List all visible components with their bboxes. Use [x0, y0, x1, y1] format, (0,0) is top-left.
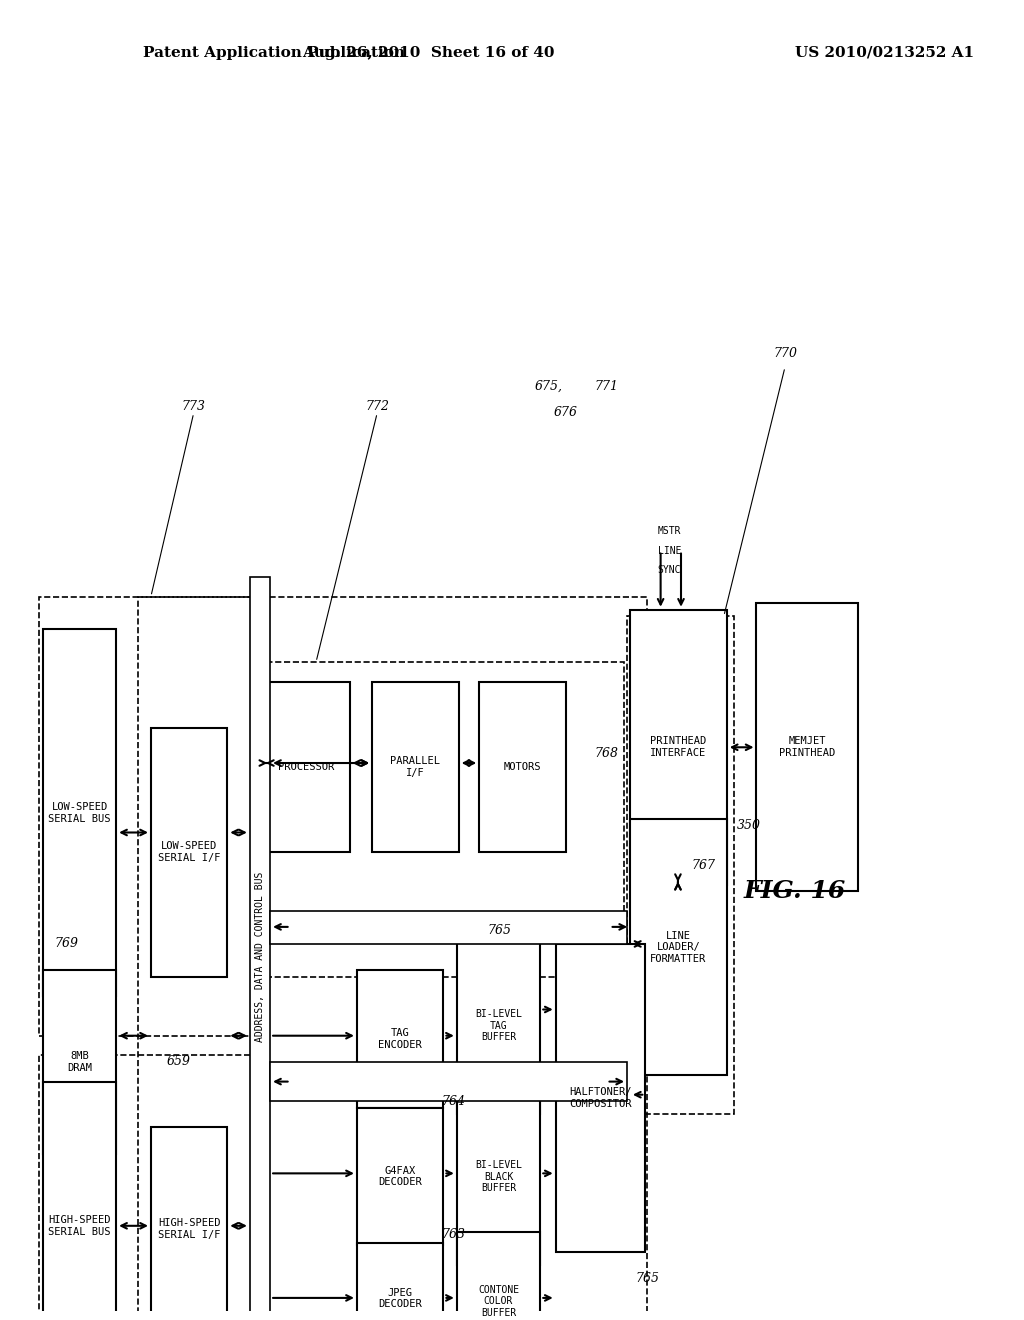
Text: 773: 773	[181, 400, 206, 413]
Text: 676: 676	[554, 407, 578, 420]
Text: 659: 659	[167, 1056, 190, 1068]
Text: 770: 770	[773, 347, 797, 360]
Text: CONTONE
COLOR
BUFFER: CONTONE COLOR BUFFER	[478, 1284, 519, 1317]
Text: LOW-SPEED
SERIAL BUS: LOW-SPEED SERIAL BUS	[48, 803, 111, 824]
Text: Patent Application Publication: Patent Application Publication	[142, 46, 404, 59]
Text: 769: 769	[54, 937, 78, 950]
Text: 772: 772	[366, 400, 389, 413]
Text: MSTR: MSTR	[657, 525, 681, 536]
Bar	[43, 1081, 116, 1320]
Text: ADDRESS, DATA AND CONTROL BUS: ADDRESS, DATA AND CONTROL BUS	[255, 871, 265, 1043]
Bar	[457, 937, 541, 1114]
Bar	[137, 597, 647, 1320]
Bar	[356, 970, 443, 1107]
Text: 764: 764	[441, 1094, 466, 1107]
Bar	[250, 577, 270, 1320]
Bar	[263, 681, 349, 853]
Bar	[372, 681, 459, 853]
Text: TAG
ENCODER: TAG ENCODER	[378, 1028, 422, 1049]
Bar	[43, 970, 116, 1154]
Text: PROCESSOR: PROCESSOR	[279, 762, 335, 772]
Bar	[270, 1061, 627, 1101]
Bar	[257, 663, 624, 977]
Text: LINE
LOADER/
FORMATTER: LINE LOADER/ FORMATTER	[650, 931, 707, 964]
Bar	[270, 911, 627, 944]
Text: 767: 767	[691, 859, 716, 871]
Text: BI-LEVEL
BLACK
BUFFER: BI-LEVEL BLACK BUFFER	[475, 1160, 522, 1193]
Text: HIGH-SPEED
SERIAL I/F: HIGH-SPEED SERIAL I/F	[158, 1218, 220, 1239]
Bar	[630, 820, 727, 1074]
Bar	[457, 1233, 541, 1320]
Bar	[151, 1127, 227, 1320]
Text: 675,: 675,	[535, 380, 562, 393]
Text: LOW-SPEED
SERIAL I/F: LOW-SPEED SERIAL I/F	[158, 841, 220, 863]
Text: BI-LEVEL
TAG
BUFFER: BI-LEVEL TAG BUFFER	[475, 1010, 522, 1043]
Text: 350: 350	[737, 820, 761, 833]
Bar	[627, 616, 734, 1114]
Text: 771: 771	[595, 380, 618, 393]
Text: 763: 763	[441, 1229, 466, 1242]
Text: G4FAX
DECODER: G4FAX DECODER	[378, 1166, 422, 1188]
Text: MOTORS: MOTORS	[504, 762, 542, 772]
Text: 8MB
DRAM: 8MB DRAM	[67, 1051, 92, 1073]
Text: Aug. 26, 2010  Sheet 16 of 40: Aug. 26, 2010 Sheet 16 of 40	[302, 46, 554, 59]
Bar	[151, 727, 227, 977]
Text: PRINTHEAD
INTERFACE: PRINTHEAD INTERFACE	[650, 737, 707, 758]
Bar	[479, 681, 566, 853]
Text: HIGH-SPEED
SERIAL BUS: HIGH-SPEED SERIAL BUS	[48, 1214, 111, 1237]
Bar	[43, 630, 116, 997]
Text: FIG. 16: FIG. 16	[744, 879, 846, 903]
Text: SYNC: SYNC	[657, 565, 681, 576]
Text: LINE: LINE	[657, 545, 681, 556]
Text: 768: 768	[595, 747, 618, 760]
Bar	[356, 1107, 443, 1246]
Text: JPEG
DECODER: JPEG DECODER	[378, 1288, 422, 1309]
Text: 765: 765	[487, 924, 512, 937]
Bar	[630, 610, 727, 884]
Bar	[356, 1243, 443, 1320]
Bar	[39, 1056, 258, 1320]
Bar	[39, 597, 258, 1036]
Text: 765: 765	[635, 1271, 659, 1284]
Bar	[757, 603, 858, 891]
Text: US 2010/0213252 A1: US 2010/0213252 A1	[796, 46, 974, 59]
Text: MEMJET
PRINTHEAD: MEMJET PRINTHEAD	[779, 737, 836, 758]
Bar	[457, 1088, 541, 1265]
Text: PARALLEL
I/F: PARALLEL I/F	[390, 756, 440, 777]
Text: HALFTONER/
COMPOSITOR: HALFTONER/ COMPOSITOR	[569, 1088, 632, 1109]
Bar	[556, 944, 645, 1253]
